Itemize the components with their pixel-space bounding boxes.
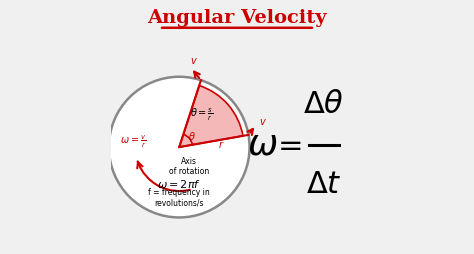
Text: $\Delta t$: $\Delta t$ [306, 169, 342, 200]
Wedge shape [179, 86, 243, 147]
Text: $\theta$: $\theta$ [188, 130, 196, 142]
Text: $\omega$: $\omega$ [247, 128, 277, 162]
Text: v: v [191, 56, 196, 66]
Text: $\Delta\theta$: $\Delta\theta$ [303, 89, 344, 120]
Text: v: v [259, 117, 265, 127]
Text: Angular Velocity: Angular Velocity [147, 9, 327, 27]
Circle shape [109, 77, 250, 217]
Text: r: r [219, 140, 223, 150]
Text: $\theta = \frac{s}{r}$: $\theta = \frac{s}{r}$ [190, 106, 213, 123]
Text: Axis
of rotation: Axis of rotation [169, 157, 209, 176]
Text: $\omega = 2\pi f$: $\omega = 2\pi f$ [157, 178, 201, 190]
Text: $=$: $=$ [272, 129, 302, 160]
Text: f = frequency in
revolutions/s: f = frequency in revolutions/s [148, 188, 210, 208]
Text: $\omega = \frac{v}{r}$: $\omega = \frac{v}{r}$ [120, 134, 146, 150]
